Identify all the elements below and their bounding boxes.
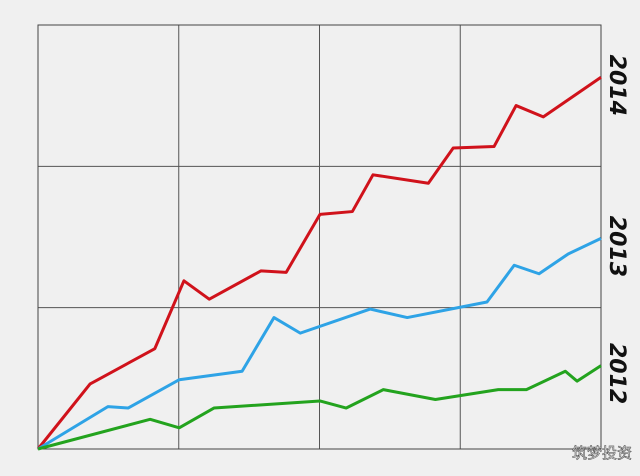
series-label: 2014 xyxy=(604,55,629,116)
series-line xyxy=(36,76,602,450)
series-line xyxy=(37,364,602,451)
series-label: 2013 xyxy=(604,216,629,277)
series-line xyxy=(37,237,602,451)
series-label: 2012 xyxy=(604,343,629,404)
watermark: 筑梦投资 xyxy=(572,444,632,462)
plot-border xyxy=(37,24,602,450)
